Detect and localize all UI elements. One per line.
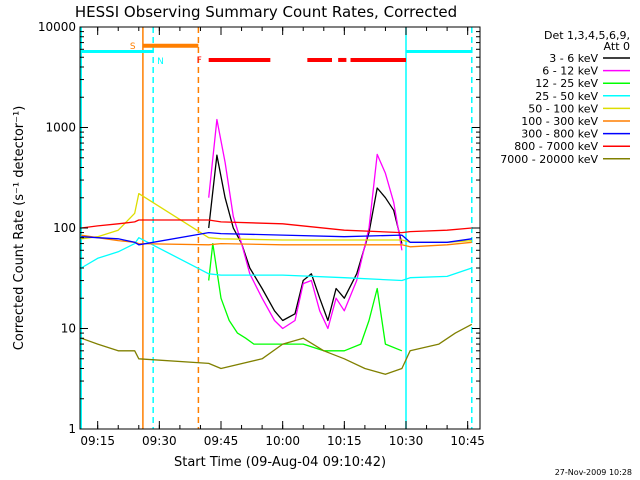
x-tick-label-4: 10:15 [327,434,362,448]
y-tick-label-1: 10 [61,322,76,336]
series-line-3 [80,237,473,282]
y-tick-label-3: 1000 [45,121,76,135]
x-tick-label-1: 09:30 [142,434,177,448]
legend-header-line1: Det 1,3,4,5,6,9, [544,29,630,42]
x-tick-label-5: 10:30 [389,434,424,448]
x-axis: 09:15 09:30 09:45 10:00 10:15 10:30 10:45 [80,27,485,448]
footer-date: 27-Nov-2009 10:28 [555,468,632,477]
x-tick-label-6: 10:45 [450,434,485,448]
legend-label-6: 300 - 800 keV [521,128,598,141]
legend-label-2: 12 - 25 keV [535,77,598,90]
series-line-6 [81,231,472,246]
legend-label-3: 25 - 50 keV [535,90,598,103]
y-tick-label-2: 100 [53,221,76,235]
y-axis-label: Corrected Count Rate (s⁻¹ detector⁻¹) [12,106,27,351]
plot-frame [79,26,481,430]
legend-label-0: 3 - 6 keV [549,52,598,65]
series-line-0 [208,154,403,322]
legend-label-1: 6 - 12 keV [542,65,598,78]
x-tick-label-0: 09:15 [80,434,115,448]
x-tick-label-2: 09:45 [204,434,239,448]
legend-label-4: 50 - 100 keV [528,102,598,115]
y-tick-label-4: 10000 [38,20,76,34]
series-line-8 [80,323,473,375]
legend-header-line2: Att 0 [604,40,630,53]
legend-label-7: 800 - 7000 keV [514,140,598,153]
legend-label-8: 7000 - 20000 keV [500,153,598,166]
state-bar-label-S: S [130,42,136,52]
state-bar-label-F: F [197,56,202,66]
plot-area: S N F [80,27,473,429]
legend-label-5: 100 - 300 keV [521,115,598,128]
x-axis-label: Start Time (09-Aug-04 09:10:42) [174,455,386,470]
state-bar-label-N: N [157,57,164,67]
series-line-1 [208,118,403,330]
y-axis: 1 10 100 1000 10000 [38,20,480,436]
y-tick-label-0: 1 [68,422,76,436]
series-line-5 [81,234,472,248]
series-line-2 [208,242,403,352]
series-line-7 [81,219,472,234]
chart-title: HESSI Observing Summary Count Rates, Cor… [75,3,457,21]
x-tick-label-3: 10:00 [265,434,300,448]
